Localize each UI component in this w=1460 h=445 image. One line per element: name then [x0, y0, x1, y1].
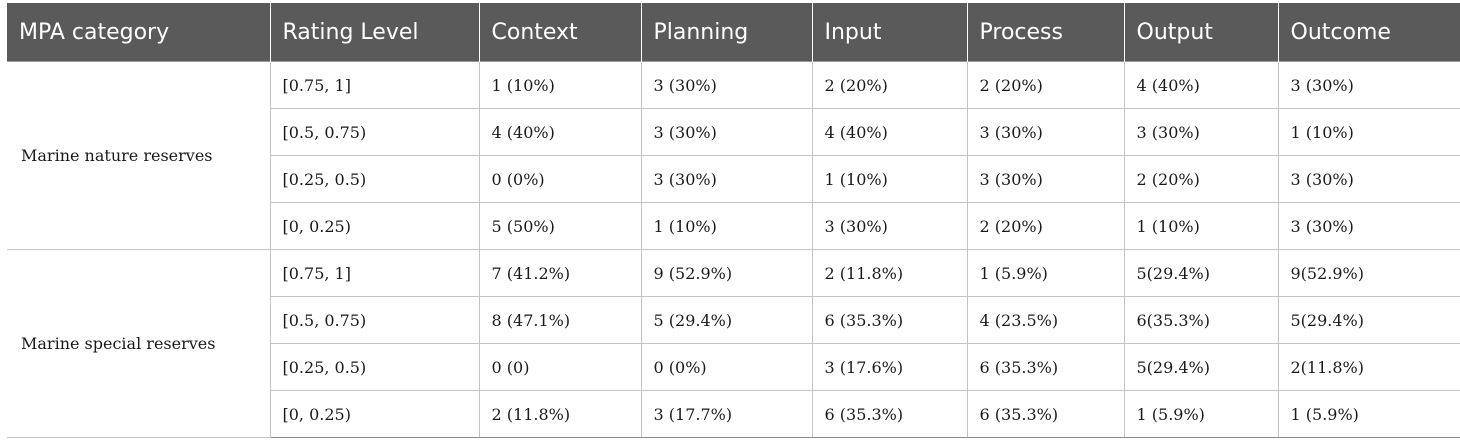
planning-cell: 1 (10%) [641, 202, 813, 250]
planning-cell: 9 (52.9%) [641, 249, 813, 297]
context-cell: 5 (50%) [479, 202, 642, 250]
rating-level-cell: [0.5, 0.75) [270, 108, 480, 156]
rating-level-cell: [0.75, 1] [270, 61, 480, 109]
planning-cell: 3 (30%) [641, 155, 813, 203]
outcome-cell: 5(29.4%) [1278, 296, 1460, 344]
rating-level-cell: [0.75, 1] [270, 249, 480, 297]
header-context: Context [479, 3, 642, 62]
table-row: [0.5, 0.75) 8 (47.1%) 5 (29.4%) 6 (35.3%… [7, 296, 1460, 344]
input-cell: 6 (35.3%) [812, 390, 968, 438]
input-cell: 6 (35.3%) [812, 296, 968, 344]
rating-level-cell: [0.25, 0.5) [270, 343, 480, 391]
process-cell: 3 (30%) [967, 108, 1125, 156]
process-cell: 6 (35.3%) [967, 343, 1125, 391]
process-cell: 4 (23.5%) [967, 296, 1125, 344]
planning-cell: 0 (0%) [641, 343, 813, 391]
table-row: Marine special reserves [0.75, 1] 7 (41.… [7, 249, 1460, 438]
header-output: Output [1124, 3, 1279, 62]
category-cell: Marine special reserves [7, 249, 271, 438]
output-cell: 5(29.4%) [1124, 343, 1279, 391]
header-planning: Planning [641, 3, 813, 62]
process-cell: 2 (20%) [967, 61, 1125, 109]
input-cell: 1 (10%) [812, 155, 968, 203]
context-cell: 0 (0%) [479, 155, 642, 203]
input-cell: 2 (11.8%) [812, 249, 968, 297]
output-cell: 3 (30%) [1124, 108, 1279, 156]
planning-cell: 5 (29.4%) [641, 296, 813, 344]
category-cell: Marine nature reserves [7, 61, 271, 250]
context-cell: 0 (0) [479, 343, 642, 391]
process-cell: 1 (5.9%) [967, 249, 1125, 297]
planning-cell: 3 (17.7%) [641, 390, 813, 438]
planning-cell: 3 (30%) [641, 108, 813, 156]
outcome-cell: 3 (30%) [1278, 155, 1460, 203]
context-cell: 2 (11.8%) [479, 390, 642, 438]
rating-level-cell: [0.25, 0.5) [270, 155, 480, 203]
table-header: MPA category Rating Level Context Planni… [7, 3, 1460, 62]
output-cell: 1 (5.9%) [1124, 390, 1279, 438]
rating-level-cell: [0, 0.25) [270, 390, 480, 438]
header-rating-level: Rating Level [270, 3, 480, 62]
rating-level-cell: [0.5, 0.75) [270, 296, 480, 344]
table-row: [0, 0.25) 2 (11.8%) 3 (17.7%) 6 (35.3%) … [7, 390, 1460, 438]
mpa-rating-table: MPA category Rating Level Context Planni… [7, 3, 1460, 438]
context-cell: 1 (10%) [479, 61, 642, 109]
output-cell: 6(35.3%) [1124, 296, 1279, 344]
table-body: Marine nature reserves [0.75, 1] 1 (10%)… [7, 61, 1460, 438]
input-cell: 4 (40%) [812, 108, 968, 156]
context-cell: 7 (41.2%) [479, 249, 642, 297]
output-cell: 4 (40%) [1124, 61, 1279, 109]
header-mpa-category: MPA category [7, 3, 271, 62]
outcome-cell: 1 (10%) [1278, 108, 1460, 156]
table-row: [0.25, 0.5) 0 (0%) 3 (30%) 1 (10%) 3 (30… [7, 155, 1460, 203]
outcome-cell: 1 (5.9%) [1278, 390, 1460, 438]
table-row: Marine nature reserves [0.75, 1] 1 (10%)… [7, 61, 1460, 250]
outcome-cell: 3 (30%) [1278, 202, 1460, 250]
table-row: [0, 0.25) 5 (50%) 1 (10%) 3 (30%) 2 (20%… [7, 202, 1460, 250]
outcome-cell: 3 (30%) [1278, 61, 1460, 109]
header-input: Input [812, 3, 968, 62]
outcome-cell: 2(11.8%) [1278, 343, 1460, 391]
table-row: [0.5, 0.75) 4 (40%) 3 (30%) 4 (40%) 3 (3… [7, 108, 1460, 156]
process-cell: 6 (35.3%) [967, 390, 1125, 438]
outcome-cell: 9(52.9%) [1278, 249, 1460, 297]
context-cell: 8 (47.1%) [479, 296, 642, 344]
planning-cell: 3 (30%) [641, 61, 813, 109]
process-cell: 3 (30%) [967, 155, 1125, 203]
context-cell: 4 (40%) [479, 108, 642, 156]
input-cell: 2 (20%) [812, 61, 968, 109]
header-outcome: Outcome [1278, 3, 1460, 62]
output-cell: 2 (20%) [1124, 155, 1279, 203]
output-cell: 5(29.4%) [1124, 249, 1279, 297]
table-row: [0.25, 0.5) 0 (0) 0 (0%) 3 (17.6%) 6 (35… [7, 343, 1460, 391]
input-cell: 3 (30%) [812, 202, 968, 250]
rating-level-cell: [0, 0.25) [270, 202, 480, 250]
input-cell: 3 (17.6%) [812, 343, 968, 391]
output-cell: 1 (10%) [1124, 202, 1279, 250]
header-process: Process [967, 3, 1125, 62]
process-cell: 2 (20%) [967, 202, 1125, 250]
